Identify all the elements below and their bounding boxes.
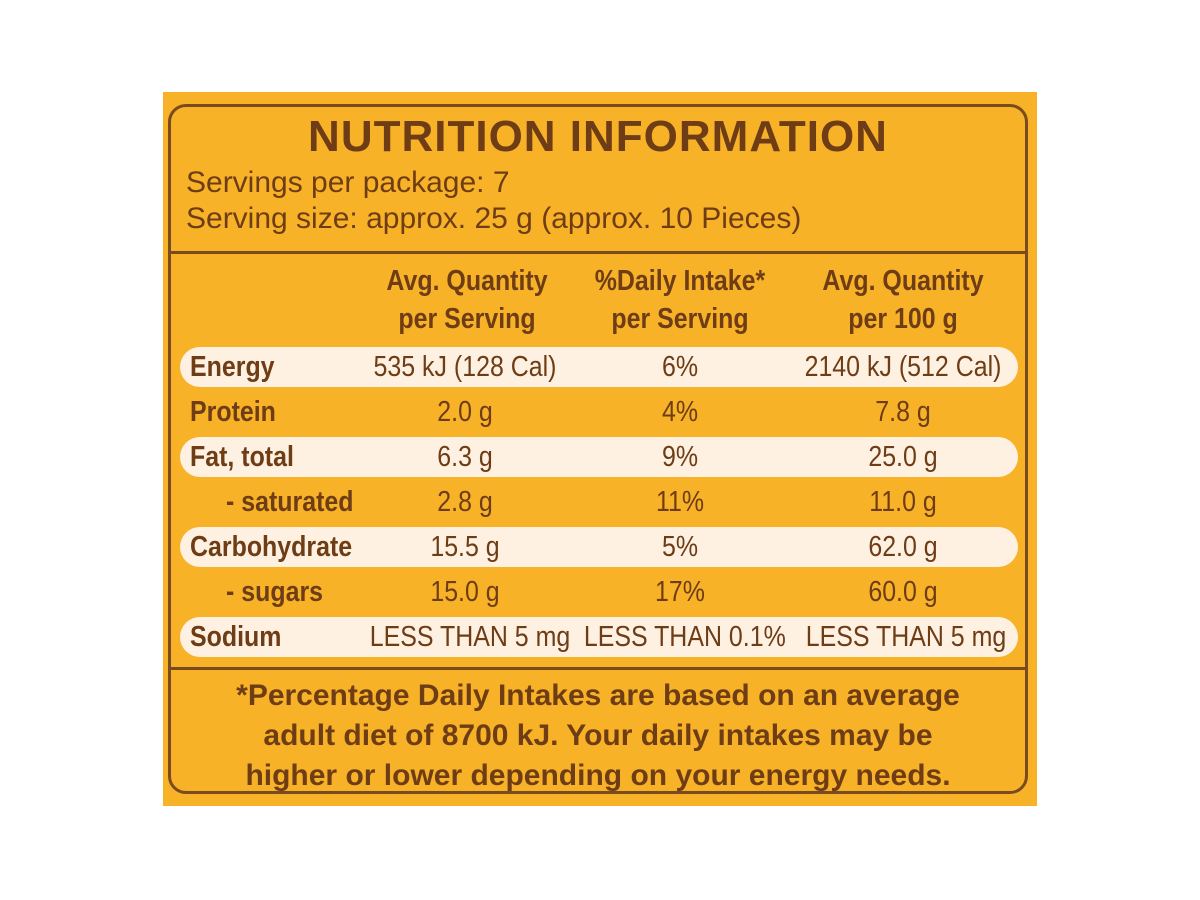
footnote-divider [168, 667, 1028, 670]
column-header-per-serving: Avg. Quantity per Serving [385, 262, 548, 338]
nutrient-name: Sodium [190, 621, 282, 653]
column-header-line2: per Serving [611, 303, 749, 335]
column-header-line1: %Daily Intake* [594, 265, 766, 297]
footnote: *Percentage Daily Intakes are based on a… [168, 676, 1028, 796]
nutrient-name: Protein [190, 396, 276, 428]
row-highlight-fat [180, 437, 1018, 477]
per-100g-value: 25.0 g [868, 441, 938, 473]
footnote-line: *Percentage Daily Intakes are based on a… [236, 679, 960, 712]
per-serving-value: 6.3 g [437, 441, 493, 473]
column-header-line2: per 100 g [848, 303, 958, 335]
column-header-daily-intake: %Daily Intake* per Serving [585, 262, 774, 338]
nutrient-name: - sugars [226, 576, 324, 608]
nutrition-title: NUTRITION INFORMATION [308, 112, 888, 161]
servings-per-package: Servings per package: 7 [186, 166, 510, 199]
nutrient-name: - saturated [226, 486, 354, 518]
per-serving-value: 535 kJ (128 Cal) [373, 351, 557, 383]
row-highlight-sodium [180, 617, 1018, 657]
per-100g-value: LESS THAN 5 mg [805, 621, 1007, 653]
per-serving-value: 15.5 g [430, 531, 500, 563]
serving-size: Serving size: approx. 25 g (approx. 10 P… [186, 202, 802, 235]
column-header-line1: Avg. Quantity [386, 265, 548, 297]
footnote-line: adult diet of 8700 kJ. Your daily intake… [263, 719, 933, 752]
daily-intake-value: 11% [655, 486, 705, 518]
nutrient-name: Carbohydrate [190, 531, 353, 563]
nutrient-name: Energy [190, 351, 275, 383]
nutrition-panel-border [168, 104, 1028, 794]
daily-intake-value: 5% [661, 531, 699, 563]
header-divider [168, 251, 1028, 254]
row-highlight-energy [180, 347, 1018, 387]
daily-intake-value: 17% [655, 576, 705, 608]
daily-intake-value: 6% [661, 351, 699, 383]
column-header-line2: per Serving [398, 303, 536, 335]
daily-intake-value: 4% [661, 396, 699, 428]
per-serving-value: LESS THAN 5 mg [369, 621, 571, 653]
nutrient-name: Fat, total [190, 441, 294, 473]
column-header-line1: Avg. Quantity [822, 265, 984, 297]
per-100g-value: 7.8 g [875, 396, 931, 428]
daily-intake-value: LESS THAN 0.1% [583, 621, 786, 653]
per-serving-value: 2.0 g [437, 396, 493, 428]
per-serving-value: 2.8 g [437, 486, 493, 518]
daily-intake-value: 9% [661, 441, 699, 473]
footnote-line: higher or lower depending on your energy… [245, 759, 951, 792]
per-100g-value: 11.0 g [869, 486, 937, 518]
column-header-per-100g: Avg. Quantity per 100 g [813, 262, 994, 338]
per-100g-value: 60.0 g [868, 576, 938, 608]
per-100g-value: 62.0 g [868, 531, 938, 563]
row-highlight-carbohydrate [180, 527, 1018, 567]
per-100g-value: 2140 kJ (512 Cal) [804, 351, 1002, 383]
per-serving-value: 15.0 g [430, 576, 500, 608]
